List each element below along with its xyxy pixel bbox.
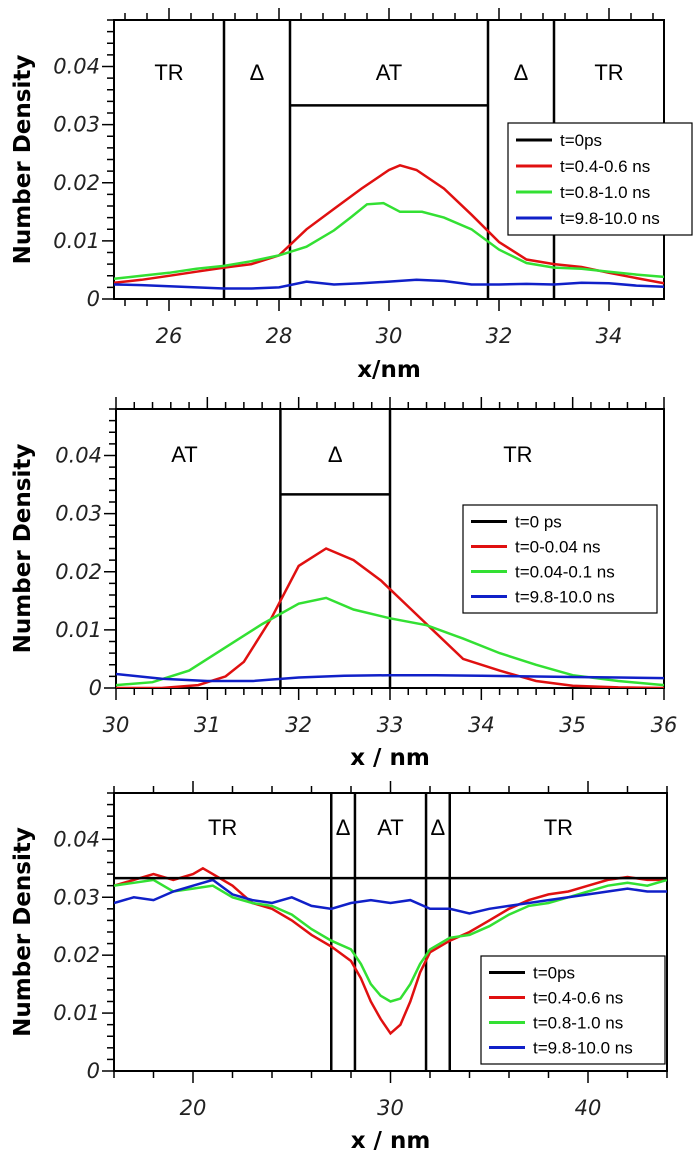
series-line <box>116 672 664 683</box>
x-tick-label: 40 <box>575 1096 602 1120</box>
legend: t=0ps t=0.4-0.6 ns t=0.8-1.0 ns t=9.8-10.0 … <box>480 955 666 1065</box>
region-label: TR <box>154 60 183 85</box>
legend-label: t=0ps <box>533 964 575 983</box>
y-tick-label: 0.04 <box>53 827 100 851</box>
region-label: Δ <box>336 815 351 840</box>
region-label: TR <box>544 815 573 840</box>
y-tick-label: 0.01 <box>53 229 100 253</box>
x-axis-title: x / nm <box>351 1128 431 1154</box>
region-label: TR <box>594 60 623 85</box>
chart-panel-1: 26 28 30 32 34 0 0.01 0.02 0.03 0.04 x/nm Number De… <box>10 8 693 383</box>
legend-label: t=0 ps <box>515 513 562 532</box>
y-tick-label: 0.04 <box>55 444 102 468</box>
legend-label: t=0.04-0.1 ns <box>515 563 615 582</box>
legend-label: t=0.4-0.6 ns <box>533 989 623 1008</box>
series-line <box>114 878 667 915</box>
legend-box <box>507 122 693 236</box>
region-label: AT <box>171 442 197 467</box>
series-line <box>114 278 664 290</box>
x-tick-label: 30 <box>376 324 403 348</box>
series-line <box>116 547 664 688</box>
x-tick-label: 20 <box>180 1096 207 1120</box>
legend-label: t=0.8-1.0 ns <box>560 183 650 202</box>
legend-label: t=0.8-1.0 ns <box>533 1014 623 1033</box>
y-tick-label: 0.03 <box>53 113 100 137</box>
y-axis-title: Number Density <box>10 827 36 1037</box>
series-line <box>114 201 664 280</box>
region-label: Δ <box>328 442 343 467</box>
region-label: TR <box>503 442 532 467</box>
legend-label: t=9.8-10.0 ns <box>515 588 615 607</box>
x-tick-label: 28 <box>266 324 293 348</box>
legend-label: t=0.4-0.6 ns <box>560 157 650 176</box>
x-tick-label: 32 <box>486 324 513 348</box>
legend-label: t=0ps <box>560 131 602 150</box>
x-tick-label: 32 <box>285 713 312 737</box>
x-axis-title: x / nm <box>350 745 430 771</box>
y-tick-label: 0.02 <box>55 560 102 584</box>
x-tick-label: 31 <box>194 713 221 737</box>
chart-panel-3: 20 30 40 0 0.01 0.02 0.03 0.04 x / nm Number Dens… <box>10 781 668 1154</box>
y-tick-label: 0.01 <box>55 618 102 642</box>
y-tick-label: 0.04 <box>53 55 100 79</box>
y-axis-title: Number Density <box>10 444 36 654</box>
x-tick-label: 34 <box>468 713 495 737</box>
y-tick-label: 0.02 <box>53 943 100 967</box>
legend: t=0 ps t=0-0.04 ns t=0.04-0.1 ns t=9.8-10.0… <box>462 504 658 614</box>
y-tick-label: 0 <box>87 1059 100 1083</box>
region-label: TR <box>208 815 237 840</box>
y-tick-label: 0.02 <box>53 171 100 195</box>
x-tick-label: 26 <box>156 324 183 348</box>
x-tick-label: 35 <box>559 713 586 737</box>
legend-label: t=9.8-10.0 ns <box>533 1039 633 1058</box>
series-line <box>116 596 664 687</box>
y-tick-label: 0.03 <box>53 885 100 909</box>
legend-label: t=0-0.04 ns <box>515 538 601 557</box>
region-label: Δ <box>431 815 446 840</box>
y-tick-label: 0.01 <box>53 1001 100 1025</box>
x-tick-label: 30 <box>377 1096 404 1120</box>
region-label: Δ <box>250 60 265 85</box>
y-tick-label: 0 <box>87 287 100 311</box>
x-tick-label: 34 <box>596 324 623 348</box>
legend-label: t=9.8-10.0 ns <box>560 209 660 228</box>
x-tick-label: 36 <box>651 713 678 737</box>
y-axis-title: Number Density <box>10 55 36 265</box>
region-label: AT <box>377 815 403 840</box>
legend: t=0ps t=0.4-0.6 ns t=0.8-1.0 ns t=9.8-10.0 … <box>507 122 693 236</box>
y-tick-label: 0 <box>89 676 102 700</box>
series-line <box>114 866 667 1036</box>
x-axis-title: x/nm <box>357 357 421 383</box>
y-tick-label: 0.03 <box>55 502 102 526</box>
series-line <box>114 163 664 285</box>
region-label: AT <box>376 60 402 85</box>
x-tick-label: 33 <box>377 713 404 737</box>
region-label: Δ <box>514 60 529 85</box>
x-tick-label: 30 <box>103 713 130 737</box>
chart-panel-2: 30 31 32 33 34 35 36 0 0.01 0.02 0.03 0.04 x / nm Num… <box>10 397 677 771</box>
